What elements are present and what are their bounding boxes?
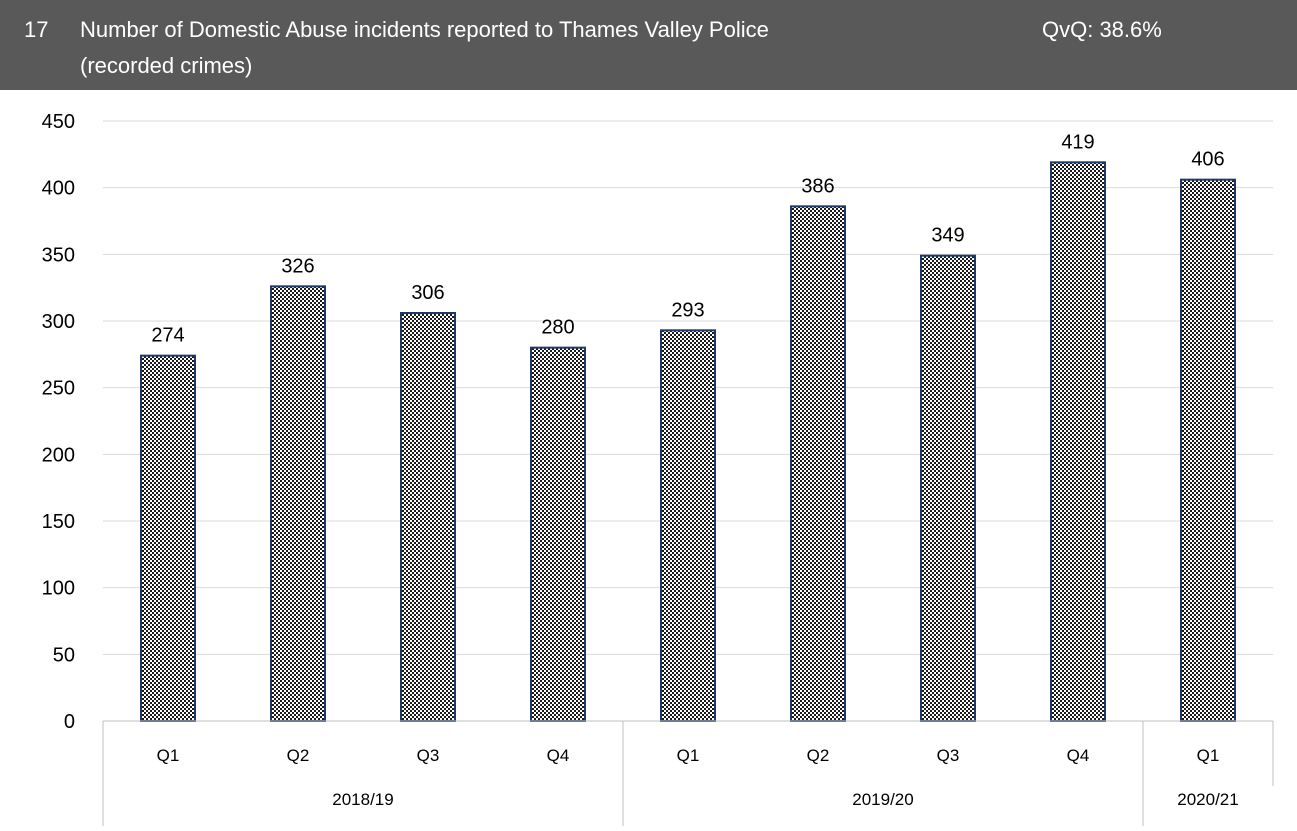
x-tick-label: Q2 <box>807 746 830 765</box>
y-tick-label: 400 <box>42 178 75 200</box>
bar-chart: 0 50 100 150 200 250 300 350 400 450 274 326 306 280… <box>42 111 1274 826</box>
bar <box>1180 178 1236 722</box>
data-label: 274 <box>151 325 184 347</box>
x-group-label: 2018/19 <box>332 790 393 809</box>
data-label: 406 <box>1191 149 1224 171</box>
data-label: 419 <box>1061 131 1094 153</box>
x-group-label: 2020/21 <box>1177 790 1238 809</box>
x-tick-label: Q3 <box>417 746 440 765</box>
x-tick-label: Q4 <box>547 746 570 765</box>
y-tick-label: 100 <box>42 578 75 600</box>
x-axis: Q1 Q2 Q3 Q4 Q1 Q2 Q3 Q4 Q1 2018/19 2019/20 2020/21 <box>102 720 1274 826</box>
data-label: 326 <box>281 255 314 277</box>
x-tick-label: Q1 <box>157 746 180 765</box>
y-tick-label: 0 <box>64 711 75 733</box>
data-label: 386 <box>801 175 834 197</box>
qvq-change: QvQ: 38.6% <box>1042 17 1162 42</box>
data-labels: 274 326 306 280 293 386 349 419 406 <box>151 131 1224 346</box>
bar <box>270 285 326 722</box>
bar <box>400 312 456 722</box>
bar <box>140 354 196 722</box>
chart-title-line2: (recorded crimes) <box>80 53 253 78</box>
x-tick-label: Q1 <box>677 746 700 765</box>
y-tick-label: 250 <box>42 378 75 400</box>
data-label: 280 <box>541 317 574 339</box>
data-label: 349 <box>931 225 964 247</box>
y-axis-tick-labels: 0 50 100 150 200 250 300 350 400 450 <box>42 111 75 733</box>
bar <box>790 205 846 723</box>
bars <box>140 161 1236 723</box>
x-tick-label: Q3 <box>937 746 960 765</box>
chart-number: 17 <box>24 17 49 42</box>
x-tick-label: Q2 <box>287 746 310 765</box>
bar <box>530 346 586 722</box>
y-tick-label: 300 <box>42 311 75 333</box>
x-tick-label: Q1 <box>1197 746 1220 765</box>
bar <box>660 329 716 722</box>
x-tick-label: Q4 <box>1067 746 1090 765</box>
chart-title-line1: Number of Domestic Abuse incidents repor… <box>80 17 769 42</box>
y-tick-label: 350 <box>42 244 75 266</box>
bar <box>920 254 976 723</box>
bar <box>1050 161 1106 723</box>
chart-header: 17 Number of Domestic Abuse incidents re… <box>0 0 1297 90</box>
data-label: 306 <box>411 282 444 304</box>
data-label: 293 <box>671 299 704 321</box>
y-tick-label: 200 <box>42 444 75 466</box>
chart-area: 0 50 100 150 200 250 300 350 400 450 274 326 306 280… <box>0 90 1297 826</box>
y-tick-label: 150 <box>42 511 75 533</box>
x-group-label: 2019/20 <box>852 790 913 809</box>
y-tick-label: 450 <box>42 111 75 133</box>
y-tick-label: 50 <box>53 644 75 666</box>
